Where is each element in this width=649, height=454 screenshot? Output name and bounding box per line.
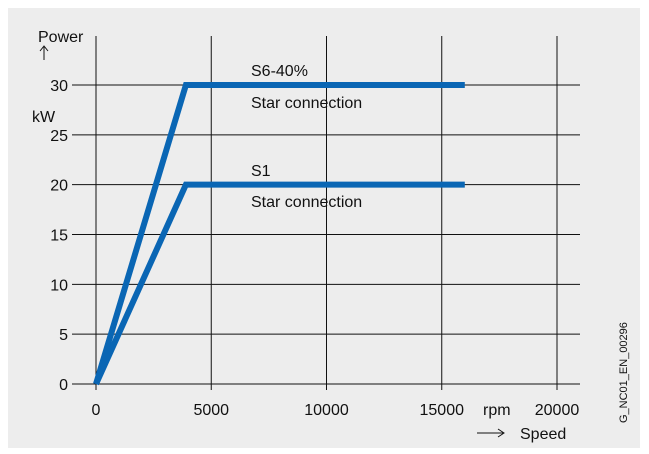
x-axis-unit: rpm (483, 402, 511, 419)
y-axis-unit: kW (32, 109, 56, 126)
y-tick-label: 0 (59, 377, 68, 394)
y-tick-label: 25 (50, 128, 68, 145)
x-tick-labels: 0 5000 10000 15000 20000 (92, 402, 580, 419)
annotation-s6-label: S6-40% (251, 63, 308, 80)
y-tick-label: 30 (50, 78, 68, 95)
series-line-s6-40 (93, 82, 465, 385)
y-axis-label: Power (38, 29, 84, 46)
y-axis-arrow-icon (39, 45, 49, 60)
x-tick-label: 10000 (304, 402, 349, 419)
annotation-s6-sub: Star connection (251, 95, 362, 112)
x-axis-arrow-icon (477, 428, 505, 438)
x-tick-label: 20000 (535, 402, 580, 419)
figure-code: G_NC01_EN_00296 (618, 322, 630, 423)
series-line-s1 (93, 181, 465, 386)
y-tick-label: 10 (50, 277, 68, 294)
x-axis-label: Speed (520, 426, 566, 443)
x-tick-label: 15000 (420, 402, 465, 419)
y-tick-labels: 0 5 10 15 20 25 30 (50, 78, 68, 394)
grid (72, 36, 580, 390)
y-tick-label: 20 (50, 178, 68, 195)
x-tick-label: 5000 (193, 402, 229, 419)
y-tick-label: 5 (59, 327, 68, 344)
annotation-s1-label: S1 (251, 163, 271, 180)
series-lines (93, 82, 465, 386)
y-tick-label: 15 (50, 228, 68, 245)
chart-background (8, 8, 640, 448)
x-tick-label: 0 (92, 402, 101, 419)
annotation-s1-sub: Star connection (251, 194, 362, 211)
